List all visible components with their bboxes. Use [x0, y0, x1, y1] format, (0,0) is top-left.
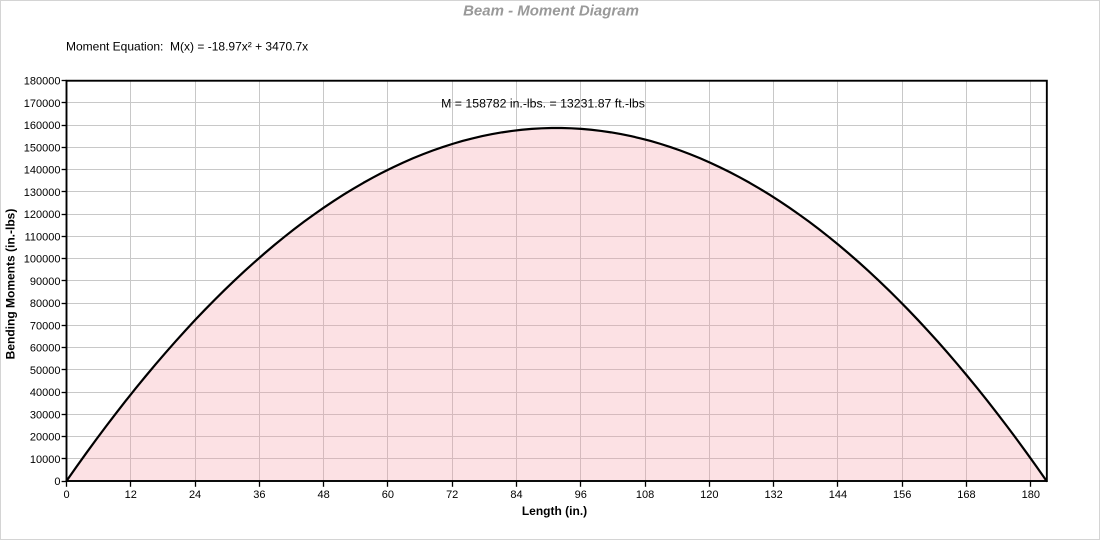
svg-text:144: 144 [829, 489, 847, 501]
svg-text:156: 156 [893, 489, 911, 501]
svg-text:20000: 20000 [30, 432, 61, 444]
svg-text:12: 12 [125, 489, 137, 501]
svg-text:100000: 100000 [24, 254, 61, 266]
svg-text:108: 108 [636, 489, 654, 501]
svg-text:140000: 140000 [24, 165, 61, 177]
svg-text:84: 84 [510, 489, 522, 501]
svg-text:36: 36 [253, 489, 265, 501]
svg-text:30000: 30000 [30, 409, 61, 421]
svg-text:50000: 50000 [30, 365, 61, 377]
svg-text:Beam - Moment Diagram: Beam - Moment Diagram [463, 2, 639, 19]
svg-text:132: 132 [764, 489, 782, 501]
svg-text:Length (in.): Length (in.) [522, 504, 587, 518]
svg-text:150000: 150000 [24, 142, 61, 154]
svg-text:M = 158782 in.-lbs. = 13231.87: M = 158782 in.-lbs. = 13231.87 ft.-lbs [441, 97, 645, 111]
svg-text:72: 72 [446, 489, 458, 501]
svg-text:70000: 70000 [30, 320, 61, 332]
svg-text:180: 180 [1022, 489, 1040, 501]
svg-text:48: 48 [318, 489, 330, 501]
svg-text:96: 96 [575, 489, 587, 501]
svg-text:168: 168 [957, 489, 975, 501]
svg-text:110000: 110000 [25, 231, 61, 243]
svg-text:0: 0 [63, 489, 69, 501]
svg-text:24: 24 [189, 489, 201, 501]
svg-text:10000: 10000 [30, 454, 61, 466]
svg-text:40000: 40000 [30, 387, 61, 399]
svg-text:0: 0 [54, 476, 60, 488]
svg-text:160000: 160000 [24, 120, 61, 132]
svg-text:60: 60 [382, 489, 394, 501]
svg-text:170000: 170000 [24, 98, 61, 110]
svg-text:120: 120 [700, 489, 718, 501]
svg-text:130000: 130000 [24, 187, 61, 199]
svg-text:120000: 120000 [24, 209, 61, 221]
svg-text:Bending Moments (in.-lbs): Bending Moments (in.-lbs) [4, 209, 18, 360]
svg-text:Moment Equation: M(x) = -18.9: Moment Equation: M(x) = -18.97x² + 3470.… [66, 40, 308, 54]
svg-text:60000: 60000 [30, 343, 61, 355]
svg-text:180000: 180000 [24, 76, 61, 88]
svg-text:80000: 80000 [30, 298, 61, 310]
svg-text:90000: 90000 [30, 276, 61, 288]
